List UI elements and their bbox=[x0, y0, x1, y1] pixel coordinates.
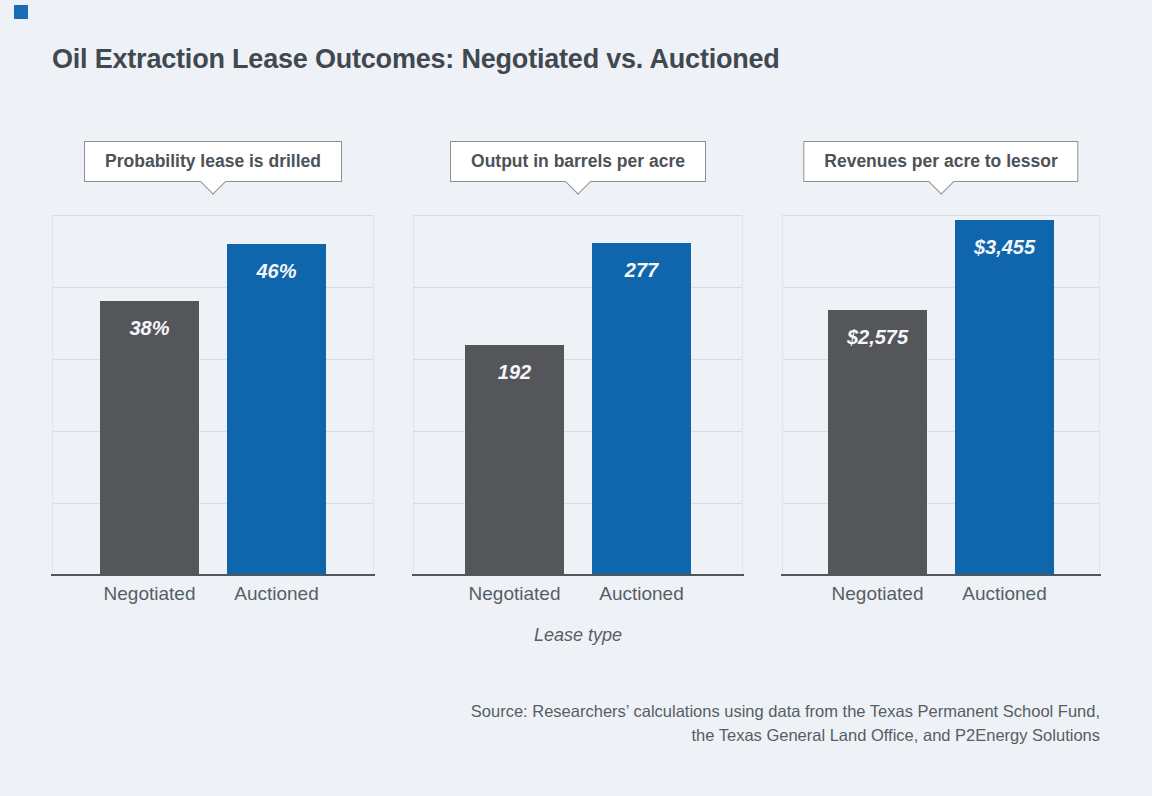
bar-value-label: 277 bbox=[625, 259, 658, 282]
category-axis: Negotiated Auctioned bbox=[782, 583, 1100, 605]
callout-pointer-icon bbox=[928, 169, 953, 194]
panel-header-callout: Revenues per acre to lessor bbox=[803, 141, 1078, 182]
bar-value-label: 38% bbox=[129, 317, 169, 340]
plot-area: 192 277 bbox=[413, 215, 743, 575]
bar-negotiated: $2,575 bbox=[828, 310, 927, 575]
x-axis-line bbox=[781, 574, 1101, 576]
callout-pointer-icon bbox=[200, 169, 225, 194]
bar-auctioned: 46% bbox=[227, 244, 326, 575]
bar-negotiated: 38% bbox=[100, 301, 199, 575]
figure-canvas: Oil Extraction Lease Outcomes: Negotiate… bbox=[0, 0, 1152, 796]
source-line-1: Source: Researchers’ calculations using … bbox=[471, 699, 1100, 723]
bar-auctioned: 277 bbox=[592, 243, 691, 575]
category-label-auctioned: Auctioned bbox=[578, 583, 705, 605]
chart-panel-revenues: Revenues per acre to lessor $2,575 $3,45… bbox=[782, 141, 1100, 641]
plot-area: $2,575 $3,455 bbox=[782, 215, 1100, 575]
plot-area: 38% 46% bbox=[52, 215, 374, 575]
bar-negotiated: 192 bbox=[465, 345, 564, 575]
bar-value-label: 192 bbox=[498, 361, 531, 384]
category-label-negotiated: Negotiated bbox=[86, 583, 213, 605]
chart-panel-probability: Probability lease is drilled 38% 46% Neg… bbox=[52, 141, 374, 641]
chart-panel-output: Output in barrels per acre 192 277 Negot… bbox=[413, 141, 743, 641]
category-label-negotiated: Negotiated bbox=[451, 583, 578, 605]
bar-value-label: $3,455 bbox=[974, 236, 1035, 259]
source-note: Source: Researchers’ calculations using … bbox=[471, 699, 1100, 747]
callout-pointer-icon bbox=[565, 169, 590, 194]
category-axis: Negotiated Auctioned bbox=[52, 583, 374, 605]
category-label-negotiated: Negotiated bbox=[814, 583, 941, 605]
category-label-auctioned: Auctioned bbox=[941, 583, 1068, 605]
panel-header-callout: Output in barrels per acre bbox=[450, 141, 706, 182]
x-axis-line bbox=[412, 574, 744, 576]
category-axis: Negotiated Auctioned bbox=[413, 583, 743, 605]
panel-header-callout: Probability lease is drilled bbox=[84, 141, 342, 182]
x-axis-line bbox=[51, 574, 375, 576]
bar-value-label: $2,575 bbox=[847, 326, 908, 349]
category-label-auctioned: Auctioned bbox=[213, 583, 340, 605]
bar-auctioned: $3,455 bbox=[955, 220, 1054, 575]
figure-title: Oil Extraction Lease Outcomes: Negotiate… bbox=[52, 44, 780, 75]
brand-accent-icon bbox=[14, 5, 28, 19]
bar-value-label: 46% bbox=[256, 260, 296, 283]
x-axis-label: Lease type bbox=[413, 625, 743, 646]
source-line-2: the Texas General Land Office, and P2Ene… bbox=[471, 723, 1100, 747]
